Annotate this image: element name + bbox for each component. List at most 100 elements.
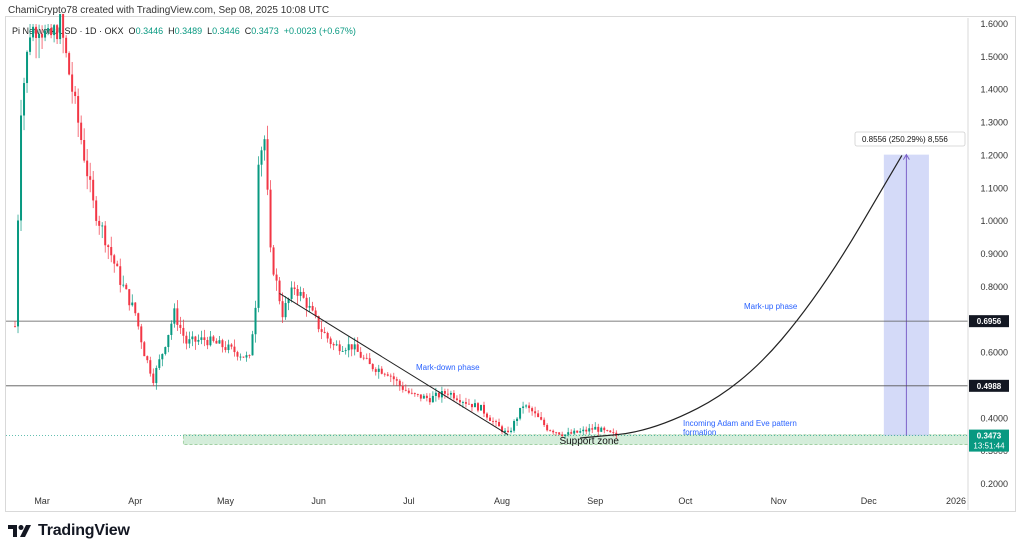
candle-body [143,342,146,357]
candle-body [98,220,101,226]
candle-body [185,335,188,344]
markdown-phase-label[interactable]: Mark-down phase [416,363,480,372]
candle-body [71,74,74,92]
candle-body [62,13,65,38]
candle-body [224,347,227,351]
last-price-tag: 0.3473 13:51:44 [969,429,1009,452]
candle-body [549,430,552,432]
candle-body [110,247,113,256]
candle-body [305,297,308,308]
price-tick-label: 1.4000 [980,85,1008,95]
candle-body [56,25,59,40]
candle-body [353,344,356,350]
candle-body [516,418,519,422]
adam-eve-label-line-1[interactable]: Incoming Adam and Eve pattern [683,419,797,428]
candle-body [350,344,353,350]
level-tag-2-text: 0.4988 [977,382,1002,391]
candle-body [567,432,570,435]
adam-eve-label-line-2[interactable]: formation [683,428,716,437]
candle-body [116,263,119,267]
candle-body [122,284,125,286]
candle-body [296,289,299,296]
chart-frame [5,16,1016,512]
candle-body [68,53,71,75]
candle-body [374,369,377,372]
candle-body [486,413,488,418]
candle-body [218,340,221,344]
candle-body [344,350,347,352]
candle-body [74,91,77,97]
candle-body [492,420,495,422]
candle-body [473,403,476,408]
candle-body [248,355,251,356]
price-tick-label: 0.2000 [980,479,1008,489]
candle-body [498,422,501,427]
chart-credit: ChamiCrypto78 created with TradingView.c… [8,5,330,16]
candle-body [317,316,320,330]
markdown-trendline[interactable] [279,293,509,436]
candle-body [167,334,170,348]
level-tag-1: 0.6956 [969,315,1009,328]
low-value: 0.3446 [212,26,240,36]
candle-body [176,308,179,325]
candle-body [137,313,140,327]
candle-body [26,51,29,84]
candle-body [92,179,95,201]
candle-body [230,344,233,347]
tradingview-logo[interactable]: TradingView [8,522,130,540]
candle-body [107,245,110,248]
candle-body [65,37,68,54]
candle-body [594,426,597,430]
candle-body [227,344,230,351]
candle-body [356,344,359,352]
candle-body [449,392,452,395]
price-tick-label: 1.2000 [980,150,1008,160]
candle-body [299,291,302,296]
candle-body [308,305,311,308]
candle-body [398,380,401,386]
time-axis[interactable]: Mar Apr May Jun Jul Aug Sep Oct Nov Dec 2026 [34,496,966,506]
candle-body [254,307,257,335]
candle-body [278,280,281,302]
candle-body [431,395,434,403]
candle-body [513,421,516,431]
candle-body [588,428,591,432]
candle-body [158,359,161,368]
symbol-legend[interactable]: Pi Network/USD · 1D · OKX O0.3446 H0.348… [12,26,356,36]
candle-body [95,200,98,221]
change-value: +0.0023 (+0.67%) [283,26,356,36]
candle-body [612,432,615,433]
price-tick-label: 0.9000 [980,249,1008,259]
candle-body [53,25,56,36]
candle-body [546,425,549,431]
candle-body [413,393,416,395]
candle-body [576,430,579,433]
brand-name: TradingView [38,522,130,539]
time-tick-label: Mar [34,496,50,506]
candle-body [332,344,335,346]
candle-body [489,417,492,421]
candle-body [239,356,242,358]
candle-body [501,426,504,433]
candle-body [83,140,86,161]
candle-body [347,344,350,351]
candle-body [495,421,498,423]
candle-body [443,391,446,394]
price-tick-label: 1.6000 [980,19,1008,29]
candle-body [479,404,482,411]
candle-body [464,402,467,404]
symbol-name[interactable]: Pi Network/USD · 1D · OKX [12,26,124,36]
markup-phase-label[interactable]: Mark-up phase [744,302,798,311]
candle-body [329,338,332,345]
candle-body [600,427,603,432]
candle-body [113,255,116,264]
candles[interactable] [14,13,618,439]
candle-body [269,189,272,248]
support-zone[interactable] [182,434,969,445]
candle-body [371,364,374,370]
candle-body [293,287,296,290]
candle-body [528,405,531,409]
candle-body [467,403,470,405]
markup-curve[interactable] [580,155,903,439]
